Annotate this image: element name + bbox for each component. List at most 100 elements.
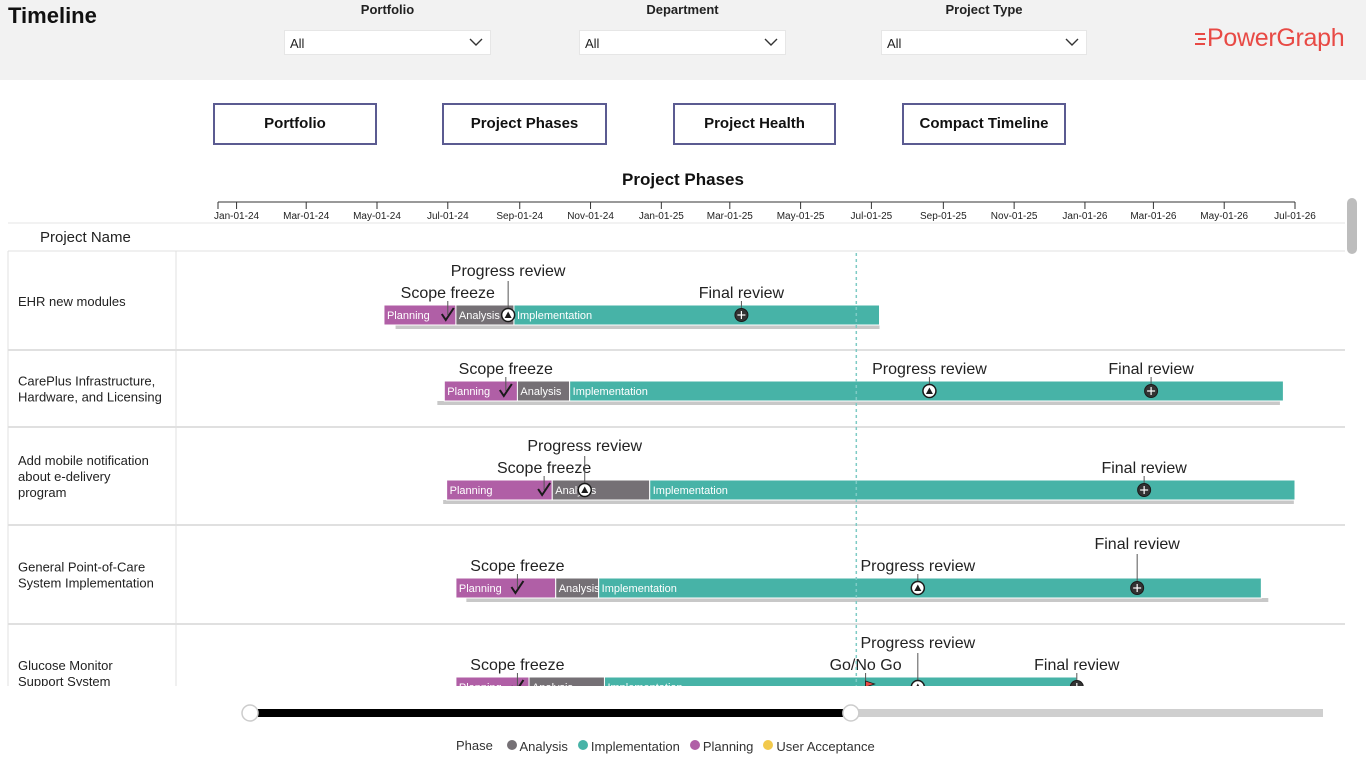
project-name-label: General Point-of-Care — [18, 560, 145, 575]
final-review-icon — [1137, 483, 1152, 497]
milestone-label: Progress review — [872, 361, 987, 378]
progress-triangle-icon — [500, 307, 516, 323]
department-dropdown-value: All — [585, 36, 600, 51]
chevron-down-icon — [1065, 38, 1079, 46]
milestone-label: Progress review — [527, 438, 642, 455]
slider-handle[interactable] — [842, 704, 860, 722]
checkmark-icon — [510, 580, 525, 595]
baseline-bar — [437, 401, 1280, 405]
project-name-label: Support System — [18, 674, 111, 689]
phase-bar-label: Analysis — [520, 386, 561, 398]
portfolio-filter-label: Portfolio — [360, 2, 415, 17]
legend-item[interactable]: Implementation — [577, 738, 680, 754]
phase-bar-label: Implementation — [607, 682, 682, 694]
portfolio-dropdown[interactable]: All — [284, 30, 491, 55]
final-review-icon — [1144, 384, 1159, 398]
phase-bar-label: Analysis — [559, 583, 600, 595]
progress-triangle-icon — [910, 679, 925, 686]
milestone-label: Scope freeze — [470, 558, 564, 575]
legend-item[interactable]: Analysis — [506, 738, 568, 754]
checkmark-icon — [440, 307, 455, 322]
phase-bar-implementation — [603, 676, 1078, 686]
legend-dot-icon — [763, 740, 774, 751]
milestone-label: Progress review — [860, 558, 975, 575]
baseline-bar — [443, 500, 1294, 504]
milestone-label: Final review — [1094, 536, 1180, 553]
axis-tick-label: Sep-01-25 — [920, 211, 967, 222]
department-dropdown[interactable]: All — [579, 30, 786, 55]
legend-item-label: Implementation — [590, 738, 680, 754]
legend-item[interactable]: User Acceptance — [763, 738, 875, 754]
legend-item-label: Analysis — [519, 738, 568, 754]
project-type-dropdown-value: All — [887, 36, 902, 51]
axis-tick-label: Jul-01-26 — [1274, 211, 1316, 222]
department-filter: Department All — [579, 0, 786, 55]
table-frame: Project Name — [7, 222, 1345, 686]
compact-timeline-button[interactable]: Compact Timeline — [902, 103, 1066, 145]
axis-tick-label: Jul-01-24 — [427, 211, 469, 222]
milestone-label: Scope freeze — [401, 285, 495, 302]
logo-text: PowerGraph — [1207, 24, 1345, 52]
milestone-label: Progress review — [451, 263, 566, 280]
axis-tick-label: Mar-01-24 — [283, 211, 330, 222]
chevron-down-icon — [469, 38, 483, 46]
axis-tick-label: May-01-24 — [353, 211, 401, 222]
axis-tick-label: Jul-01-25 — [851, 211, 893, 222]
axis-tick-label: May-01-26 — [1200, 211, 1248, 222]
milestone-label: Final review — [699, 285, 785, 302]
portfolio-button[interactable]: Portfolio — [213, 103, 377, 145]
chevron-down-icon — [764, 38, 778, 46]
axis-tick-label: Jan-01-24 — [214, 211, 259, 222]
phase-bar-label: Planning — [450, 485, 493, 497]
slider-selected-range — [250, 709, 851, 717]
milestone-label: Scope freeze — [470, 657, 564, 674]
axis-tick-label: May-01-25 — [777, 211, 825, 222]
final-review-icon — [734, 308, 749, 322]
portfolio-filter: Portfolio All — [284, 0, 491, 55]
phase-bar-implementation — [598, 577, 1262, 599]
project-phases-button[interactable]: Project Phases — [442, 103, 607, 145]
checkmark-icon — [498, 383, 513, 398]
project-name-label: EHR new modules — [18, 294, 126, 309]
phase-bar-planning — [455, 676, 530, 686]
axis-tick-label: Jan-01-26 — [1062, 211, 1107, 222]
legend-title: Phase — [456, 738, 493, 754]
project-name-label: about e-delivery — [18, 469, 111, 484]
project-row[interactable]: CarePlus Infrastructure,Hardware, and Li… — [8, 361, 1345, 428]
column-header: Project Name — [40, 229, 131, 246]
phase-bar-label: Analysis — [459, 310, 500, 322]
milestone-label: Progress review — [860, 635, 975, 652]
axis-tick-label: Mar-01-25 — [707, 211, 754, 222]
baseline-bar — [466, 598, 1269, 602]
phase-bar-label: Planning — [387, 310, 430, 322]
legend-item-label: Planning — [702, 738, 754, 754]
date-range-slider[interactable] — [241, 704, 1323, 722]
milestone-label: Scope freeze — [459, 361, 553, 378]
portfolio-dropdown-value: All — [290, 36, 305, 51]
phase-bar-label: Planning — [459, 583, 502, 595]
project-rows: EHR new modules Planning Analysis Implement… — [8, 253, 1345, 701]
checkmark-icon — [537, 482, 551, 497]
project-row[interactable]: EHR new modules Planning Analysis Implement… — [8, 263, 1345, 351]
legend-item[interactable]: Planning — [689, 738, 754, 754]
baseline-bar — [395, 325, 880, 329]
legend-item-label: User Acceptance — [776, 738, 875, 754]
checkmark-icon — [511, 679, 525, 686]
axis-tick-label: Sep-01-24 — [496, 211, 543, 222]
phase-bar-label: Implementation — [517, 310, 592, 322]
vertical-scrollbar-track[interactable] — [1345, 195, 1359, 685]
project-type-dropdown[interactable]: All — [881, 30, 1087, 55]
header-bar: Timeline Portfolio All Department All Pr… — [0, 0, 1366, 80]
vertical-scrollbar-thumb[interactable] — [1347, 198, 1357, 254]
project-health-button[interactable]: Project Health — [673, 103, 836, 145]
project-type-filter-label: Project Type — [945, 2, 1023, 17]
go-no-go-flag-icon — [865, 680, 876, 686]
final-review-icon — [1069, 680, 1084, 686]
project-name-label: Hardware, and Licensing — [18, 390, 162, 405]
slider-handle[interactable] — [241, 704, 259, 722]
phase-bar-label: Planning — [447, 386, 490, 398]
